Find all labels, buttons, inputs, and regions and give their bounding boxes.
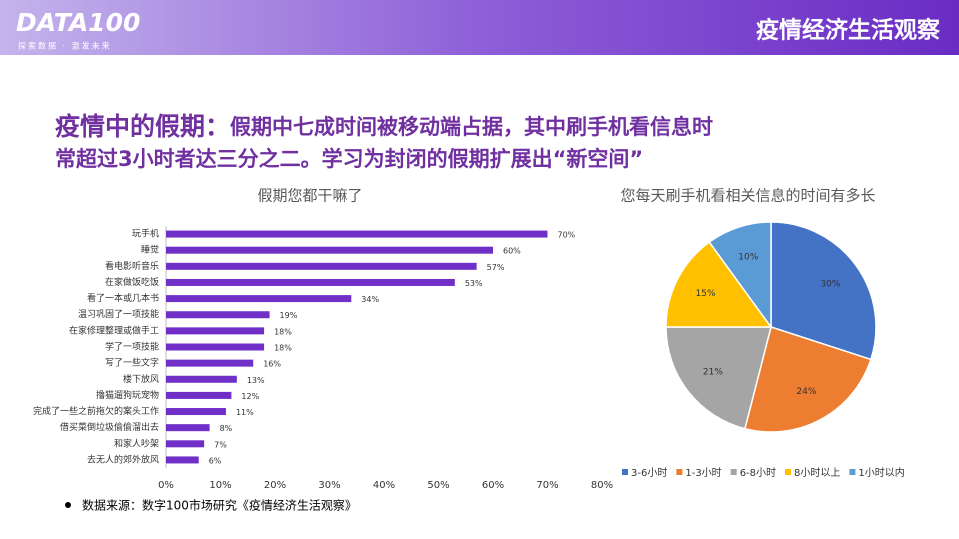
logo: DATA100 [16,8,140,37]
x-tick-label: 30% [318,480,340,491]
x-tick-label: 80% [591,480,613,491]
bar [166,424,210,432]
y-tick-label: 借买菜倒垃圾偷偷溜出去 [60,421,159,433]
y-tick-label: 去无人的郊外放风 [87,453,159,465]
headline-line: 常超过3小时者达三分之二。学习为封闭的假期扩展出“新空间” [55,147,643,171]
data-label: 18% [274,344,292,353]
header-bar [0,0,959,55]
legend-label: 3-6小时 [631,467,667,479]
y-tick-label: 在家做饭吃饭 [105,276,159,288]
x-tick-label: 60% [482,480,504,491]
pie-slice [665,326,772,430]
data-label: 7% [214,440,227,449]
pie-slice [708,221,772,330]
data-label: 12% [241,392,259,401]
data-label: 18% [274,327,292,336]
legend-label: 1-3小时 [685,467,721,479]
legend-label: 6-8小时 [740,467,776,479]
headline: 疫情中的假期：假期中七成时间被移动端占据，其中刷手机看信息时 [55,112,713,141]
chart-title: 您每天刷手机看相关信息的时间有多长 [620,187,875,205]
bar [166,375,237,383]
chart-title: 假期您都干嘛了 [257,187,362,205]
legend-label: 1小时以内 [858,466,904,479]
y-tick-label: 写了一些文字 [105,357,159,369]
bar [166,359,254,367]
bar [166,278,455,286]
data-label: 34% [361,295,379,304]
data-label: 16% [263,360,281,369]
bar [166,230,548,238]
data-label: 21% [703,368,723,378]
data-label: 6% [209,456,222,465]
legend-swatch [785,469,792,475]
bar [166,262,477,270]
legend-swatch [730,469,737,475]
data-label: 30% [820,279,840,289]
bar [166,408,226,416]
x-tick-label: 40% [373,480,395,491]
bar [166,440,205,448]
x-tick-label: 20% [264,480,286,491]
y-tick-label: 和家人吵架 [114,437,159,449]
y-tick-label: 看了一本或几本书 [87,292,159,304]
bar [166,311,270,319]
data-label: 13% [247,376,265,385]
data-label: 11% [236,408,254,417]
data-label: 10% [738,253,758,263]
headline-lead: 疫情中的假期： [55,112,230,141]
legend-swatch [622,469,628,475]
y-tick-label: 睡觉 [141,244,159,256]
pie-slice [743,326,872,433]
source-note: 数据来源：数字100市场研究《疫情经济生活观察》 [82,498,357,513]
y-tick-label: 完成了一些之前拖欠的案头工作 [33,405,159,417]
x-tick-label: 0% [158,480,174,491]
y-tick-label: 楼下放风 [123,373,159,385]
bullet [65,502,71,508]
y-tick-label: 撸猫遛狗玩宠物 [96,389,159,401]
y-tick-label: 学了一项技能 [105,341,159,353]
bar [166,327,265,335]
data-label: 8% [220,424,233,433]
data-label: 60% [503,247,521,256]
data-label: 19% [280,311,298,320]
pie-slice [770,221,877,361]
data-label: 70% [558,231,576,240]
bar [166,456,199,464]
y-tick-label: 玩手机 [132,228,159,240]
bar [166,391,232,399]
y-tick-label: 看电影听音乐 [105,260,159,272]
x-tick-label: 10% [209,480,231,491]
x-tick-label: 70% [536,480,558,491]
y-tick-label: 温习巩固了一项技能 [78,308,159,320]
legend-swatch [676,469,683,475]
data-label: 53% [465,279,483,288]
legend-swatch [849,469,856,475]
headline-line: 假期中七成时间被移动端占据，其中刷手机看信息时 [230,115,713,139]
tagline: 探索数据 · 激发未来 [18,41,112,51]
y-tick-label: 在家修理整理或做手工 [69,324,159,336]
x-tick-label: 50% [427,480,449,491]
header-title: 疫情经济生活观察 [756,17,941,44]
bar [166,343,265,351]
data-label: 24% [796,387,816,397]
pie-slice [665,241,773,328]
bar [166,246,493,254]
legend-label: 8小时以上 [794,467,840,479]
data-label: 15% [696,289,716,299]
bar [166,295,352,303]
data-label: 57% [487,263,505,272]
